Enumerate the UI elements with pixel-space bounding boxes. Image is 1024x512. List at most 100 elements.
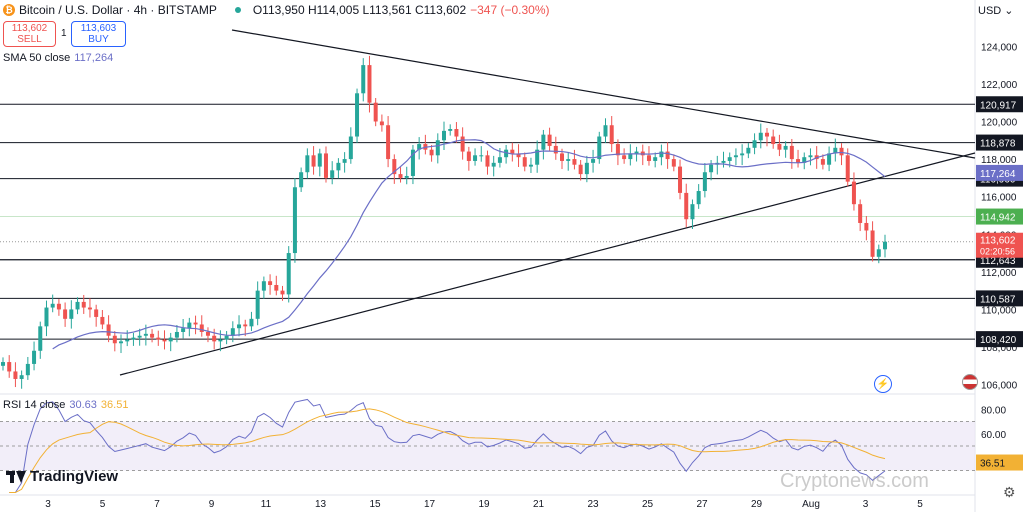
candle-body (367, 65, 372, 103)
gear-icon[interactable]: ⚙ (1003, 484, 1016, 500)
candle-body (547, 134, 552, 146)
candle-body (491, 162, 496, 167)
buy-button[interactable]: 113,603 BUY (71, 21, 126, 47)
candle-body (410, 149, 415, 176)
candle-body (870, 230, 875, 257)
level-label: 108,420 (980, 335, 1017, 346)
candle-body (94, 309, 99, 317)
candle-body (268, 281, 273, 285)
us-flag-icon[interactable] (962, 374, 978, 390)
candle-body (883, 241, 887, 250)
candle-body (181, 328, 186, 332)
price-tick-label: 118,000 (981, 155, 1017, 166)
sma-legend[interactable]: SMA 50 close 117,264 (3, 52, 113, 64)
candle-body (516, 153, 521, 158)
candle-body (479, 155, 484, 157)
events-icon[interactable]: ⚡ (874, 375, 892, 393)
currency-label: USD (978, 5, 1002, 17)
tradingview-brand: TradingView (30, 468, 119, 485)
price-tick-label: 116,000 (981, 193, 1017, 204)
green-level-tag (976, 208, 1023, 225)
candle-body (833, 147, 838, 154)
candle-body (398, 174, 403, 178)
price-tick-label: 108,000 (981, 343, 1018, 354)
time-tick-label: 13 (315, 499, 327, 510)
candle-body (224, 335, 229, 340)
candle-body (404, 175, 409, 178)
countdown-label: 02:20:56 (980, 247, 1015, 257)
candle-body (131, 337, 136, 340)
time-tick-label: 7 (154, 499, 160, 510)
candle-body (237, 324, 242, 329)
candle-body (386, 125, 391, 160)
candle-body (615, 144, 620, 156)
candle-body (19, 375, 24, 379)
candle-body (678, 166, 683, 193)
tradingview-logo[interactable]: TradingView (6, 468, 118, 485)
sell-button[interactable]: 113,602 SELL (3, 21, 56, 47)
rsi-signal-tag-label: 36.51 (980, 459, 1005, 470)
time-tick-label: 19 (478, 499, 490, 510)
candle-body (473, 155, 478, 161)
rsi-legend[interactable]: RSI 14 close 30.63 36.51 (3, 399, 128, 411)
symbol-header[interactable]: ₿ Bitcoin / U.S. Dollar · 4h · BITSTAMP … (0, 0, 550, 20)
symbol-title[interactable]: Bitcoin / U.S. Dollar · 4h · BITSTAMP (19, 3, 217, 17)
candle-body (69, 309, 74, 319)
candle-body (671, 159, 676, 167)
candle-body (230, 328, 235, 336)
candle-body (876, 249, 881, 257)
candle-body (553, 145, 558, 154)
time-tick-label: 17 (424, 499, 436, 510)
rsi-line (9, 398, 886, 494)
candle-body (13, 371, 18, 379)
candle-body (112, 335, 117, 344)
candle-body (771, 136, 776, 145)
price-tick-label: 106,000 (981, 381, 1018, 392)
price-change: −347 (−0.30%) (470, 3, 550, 17)
candle-body (87, 307, 92, 310)
candle-body (168, 337, 173, 342)
candle-body (442, 130, 446, 141)
candle-body (311, 155, 316, 167)
candle-body (709, 164, 714, 173)
rsi-value: 30.63 (69, 399, 97, 411)
candle-body (106, 324, 111, 336)
candle-body (286, 253, 291, 295)
candle-body (541, 134, 546, 150)
candle-body (746, 147, 751, 154)
candle-body (361, 65, 366, 94)
candle-body (25, 363, 30, 376)
candle-body (125, 339, 130, 342)
candle-body (187, 322, 192, 329)
candle-body (317, 153, 322, 167)
candle-body (435, 140, 440, 156)
candle-body (274, 284, 279, 291)
candle-body (330, 170, 335, 178)
candle-body (777, 144, 782, 150)
sma-tag-label: 117,264 (980, 169, 1016, 180)
candle-body (566, 159, 571, 161)
candle-body (690, 204, 695, 220)
rsi-signal-tag (976, 454, 1023, 471)
time-tick-label: 5 (917, 499, 923, 510)
sell-price: 113,602 (11, 23, 48, 34)
level-tag (976, 290, 1023, 307)
buy-price: 113,603 (80, 23, 117, 34)
candle-body (156, 337, 161, 340)
candle-body (243, 324, 248, 327)
candle-body (249, 318, 254, 327)
candle-body (355, 93, 360, 137)
candle-body (591, 159, 596, 163)
candle-body (696, 191, 701, 205)
time-tick-label: 29 (751, 499, 763, 510)
currency-selector[interactable]: USD ⌄ (978, 4, 1022, 17)
candle-body (609, 125, 614, 145)
candle-body (802, 157, 807, 163)
sma-line (52, 139, 886, 350)
candle-body (796, 159, 801, 163)
support-label: 112,643 (980, 256, 1016, 267)
bitcoin-icon: ₿ (3, 4, 15, 16)
candle-body (733, 155, 738, 158)
time-tick-label: Aug (802, 499, 820, 510)
